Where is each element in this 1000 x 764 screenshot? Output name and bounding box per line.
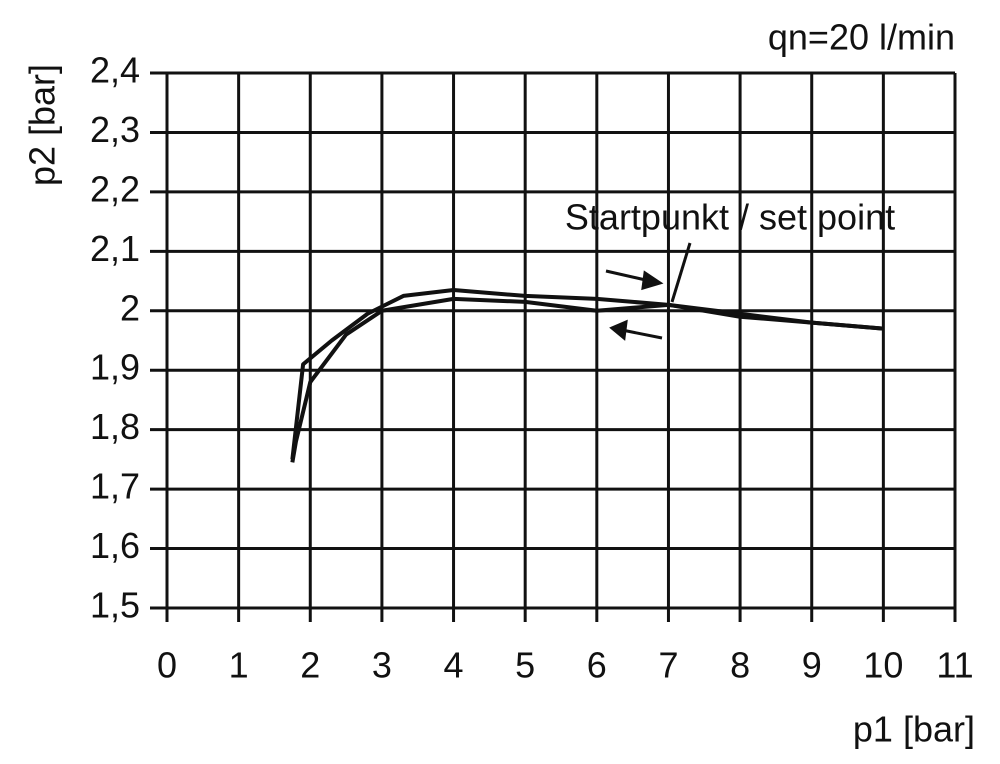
y-tick-label: 2: [120, 287, 140, 328]
chart-title: qn=20 l/min: [768, 17, 955, 58]
y-tick-label: 1,5: [90, 585, 140, 626]
x-tick-label: 7: [658, 645, 678, 686]
annotation: Startpunkt / set point: [565, 197, 895, 238]
x-tick-label: 1: [229, 645, 249, 686]
x-tick-label: 4: [444, 645, 464, 686]
y-tick-label: 2,2: [90, 168, 140, 209]
curve: [290, 287, 884, 460]
y-tick-label: 2,1: [90, 228, 140, 269]
x-tick-label: 11: [936, 645, 973, 686]
x-tick-label: 0: [157, 645, 177, 686]
x-tick-label: 10: [863, 645, 903, 686]
y-tick-label: 1,7: [90, 466, 140, 507]
direction-arrows: [605, 269, 664, 341]
y-tick-label: 1,6: [90, 525, 140, 566]
x-tick-label: 6: [587, 645, 607, 686]
x-tick-label: 9: [802, 645, 822, 686]
x-tick-label: 5: [515, 645, 535, 686]
x-tick-label: 2: [300, 645, 320, 686]
x-tick-label: 8: [730, 645, 750, 686]
x-axis-label: p1 [bar]: [853, 709, 975, 750]
y-tick-label: 1,8: [90, 406, 140, 447]
y-tick-label: 2,3: [90, 109, 140, 150]
curve: [290, 296, 884, 463]
x-tick-label: 3: [372, 645, 392, 686]
y-axis-label: p2 [bar]: [22, 64, 63, 186]
y-tick-label: 1,9: [90, 347, 140, 388]
y-tick-label: 2,4: [90, 50, 140, 91]
